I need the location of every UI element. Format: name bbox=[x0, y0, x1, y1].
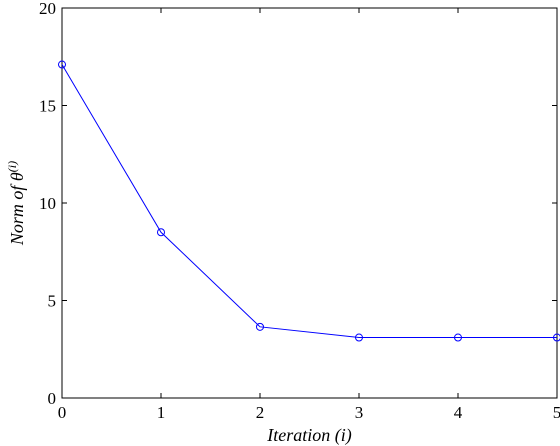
data-point bbox=[256, 322, 264, 331]
x-axis-ticks: 0 1 2 3 4 5 bbox=[58, 8, 560, 422]
x-tick-label: 1 bbox=[157, 403, 166, 422]
y-axis-label-superscript: (i) bbox=[5, 161, 19, 172]
x-axis-label: Iteration (i) bbox=[266, 425, 351, 446]
y-tick-label: 5 bbox=[48, 292, 57, 311]
data-point bbox=[58, 60, 66, 69]
series-line bbox=[61, 64, 557, 339]
x-tick-label: 0 bbox=[58, 403, 67, 422]
x-tick-label: 4 bbox=[454, 403, 463, 422]
plot-frame bbox=[61, 7, 558, 399]
y-axis-ticks: 0 5 10 15 20 bbox=[39, 0, 557, 408]
y-tick-label: 10 bbox=[39, 194, 56, 213]
x-tick-label: 3 bbox=[355, 403, 364, 422]
x-tick-label: 2 bbox=[256, 403, 265, 422]
y-axis-label-prefix: Norm of bbox=[7, 181, 27, 246]
y-tick-label: 20 bbox=[39, 0, 56, 18]
data-series bbox=[58, 60, 560, 342]
x-tick-label: 5 bbox=[553, 403, 560, 422]
y-tick-label: 15 bbox=[39, 97, 56, 116]
data-point bbox=[355, 333, 363, 342]
data-point bbox=[553, 333, 560, 342]
y-axis-label: Norm of θ(i) bbox=[5, 161, 27, 246]
theta-symbol: θ bbox=[7, 172, 27, 181]
data-point bbox=[454, 333, 462, 342]
data-point bbox=[157, 228, 165, 237]
y-tick-label: 0 bbox=[48, 389, 57, 408]
